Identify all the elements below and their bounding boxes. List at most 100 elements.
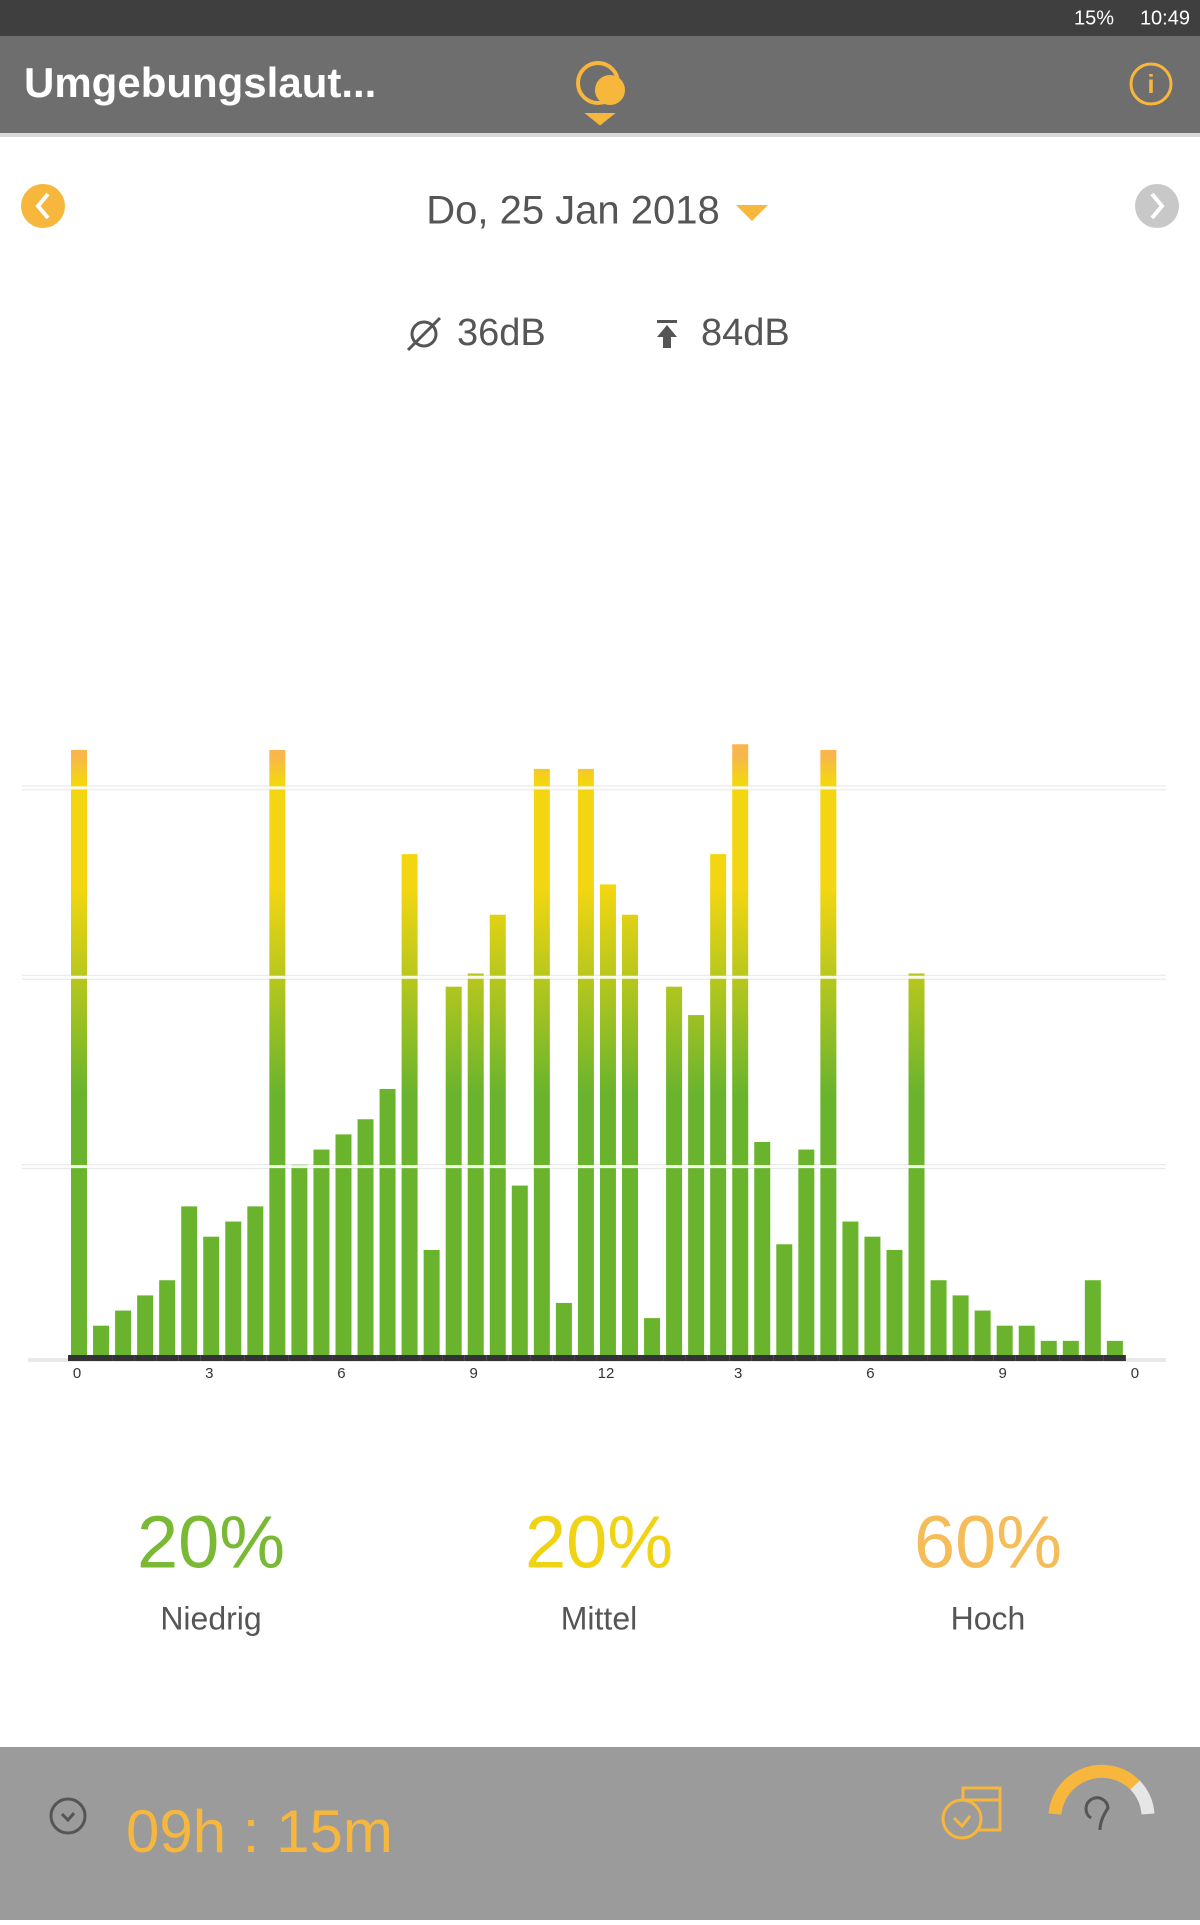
bar-base <box>508 1355 531 1361</box>
bar-base <box>993 1355 1016 1361</box>
bar-base <box>398 1355 421 1361</box>
x-tick-label: 3 <box>734 1365 742 1382</box>
x-tick-label: 6 <box>866 1365 874 1382</box>
bar <box>225 1221 242 1356</box>
prev-day[interactable] <box>21 184 65 228</box>
bar <box>379 1088 396 1356</box>
bar-base <box>751 1355 774 1361</box>
bar <box>908 973 925 1356</box>
bar-base <box>663 1355 686 1361</box>
bar-base <box>861 1355 884 1361</box>
bar <box>820 749 837 1356</box>
bar <box>1106 1340 1123 1356</box>
avg-icon <box>406 316 442 352</box>
app-title: Umgebungslaut... <box>24 59 376 106</box>
bar-base <box>464 1355 487 1361</box>
bar <box>335 1134 352 1356</box>
bar-base <box>90 1355 113 1361</box>
bar <box>159 1280 176 1356</box>
duration: 09h : 15m <box>126 1798 393 1865</box>
bar <box>1040 1340 1057 1356</box>
battery: 15% <box>1074 7 1114 29</box>
bar <box>137 1295 154 1356</box>
bar <box>313 1149 330 1356</box>
bar-base <box>222 1355 245 1361</box>
bar <box>489 914 506 1356</box>
bar-base <box>1015 1355 1038 1361</box>
bar <box>710 854 727 1356</box>
bar-base <box>552 1355 575 1361</box>
bar-base <box>707 1355 730 1361</box>
summary-percent: 60% <box>914 1501 1062 1584</box>
bar <box>886 1249 903 1356</box>
bar <box>1018 1325 1035 1356</box>
date-dropdown[interactable] <box>736 205 768 221</box>
bar <box>577 768 594 1356</box>
bar-base <box>839 1355 862 1361</box>
bar-base <box>927 1355 950 1361</box>
bar <box>203 1236 220 1356</box>
bar <box>247 1206 264 1356</box>
bar <box>357 1119 374 1356</box>
bar <box>996 1325 1013 1356</box>
bar-base <box>883 1355 906 1361</box>
bar <box>864 1236 881 1356</box>
bar-base <box>244 1355 267 1361</box>
svg-text:i: i <box>1147 69 1154 99</box>
maximum-value: 84dB <box>701 312 790 354</box>
bar <box>401 854 418 1356</box>
bar <box>930 1280 947 1356</box>
x-tick-label: 6 <box>337 1365 345 1382</box>
bar <box>93 1325 110 1356</box>
summary-percent: 20% <box>137 1501 285 1584</box>
summary-label: Hoch <box>951 1600 1026 1636</box>
calendar-button[interactable] <box>941 1786 1002 1840</box>
bar <box>622 914 638 1356</box>
bar <box>776 1244 793 1356</box>
bar <box>423 1249 440 1356</box>
bar <box>269 749 286 1356</box>
next-day[interactable] <box>1135 184 1179 228</box>
bar-base <box>178 1355 201 1361</box>
bar-base <box>685 1355 708 1361</box>
max-icon <box>657 320 677 348</box>
bar-base <box>574 1355 597 1361</box>
bar <box>732 744 749 1356</box>
bar-base <box>288 1355 311 1361</box>
bar-base <box>596 1355 619 1361</box>
bar-base <box>354 1355 377 1361</box>
date-picker[interactable]: Do, 25 Jan 2018 <box>426 189 720 233</box>
summary-label: Mittel <box>561 1600 637 1636</box>
summary-label: Niedrig <box>160 1600 261 1636</box>
summary-percent: 20% <box>525 1501 673 1584</box>
info-button[interactable]: i <box>1129 62 1173 106</box>
bar-base <box>773 1355 796 1361</box>
mode-icon[interactable] <box>576 61 625 126</box>
x-tick-label: 9 <box>470 1365 478 1382</box>
bar <box>1084 1280 1101 1356</box>
bar-base <box>729 1355 752 1361</box>
clock: 10:49 <box>1140 7 1190 29</box>
x-tick-label: 0 <box>1131 1365 1139 1382</box>
bar-base <box>134 1355 157 1361</box>
bar <box>688 1015 705 1356</box>
bar <box>291 1164 308 1356</box>
bar <box>71 749 87 1356</box>
x-tick-label: 3 <box>205 1365 213 1382</box>
bar-base <box>68 1355 90 1361</box>
summary: 20% Niedrig 20% Mittel 60% Hoch <box>137 1501 1062 1637</box>
status-bar <box>0 0 1200 36</box>
bar-base <box>376 1355 399 1361</box>
bar <box>754 1141 771 1356</box>
bottom-bar <box>0 1747 1200 1920</box>
bar-base <box>310 1355 333 1361</box>
x-tick-label: 9 <box>999 1365 1007 1382</box>
hearing-button[interactable] <box>1048 1764 1155 1831</box>
bar-base <box>332 1355 355 1361</box>
bar-base <box>905 1355 928 1361</box>
bar <box>1062 1340 1079 1356</box>
x-tick-label: 0 <box>73 1365 81 1382</box>
bar-base <box>266 1355 289 1361</box>
bar <box>467 973 484 1356</box>
